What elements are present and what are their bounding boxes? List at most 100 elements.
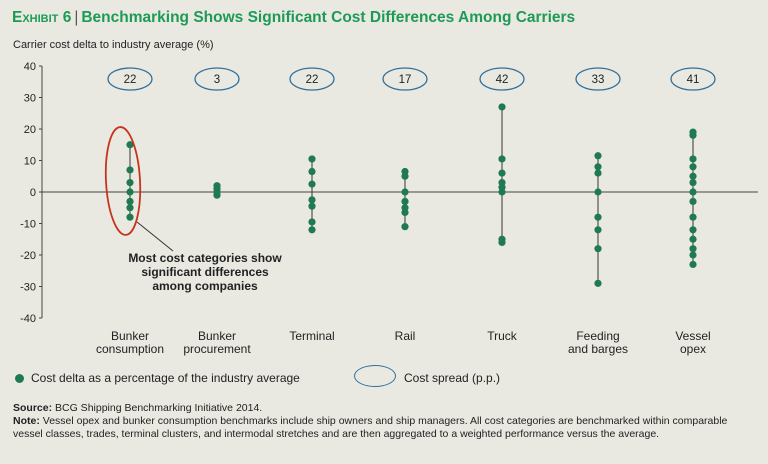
y-tick-label: 40 xyxy=(24,61,36,73)
x-tick-label: Vessel xyxy=(675,329,710,343)
y-axis-label: Carrier cost delta to industry average (… xyxy=(13,39,214,51)
source-line: Source: BCG Shipping Benchmarking Initia… xyxy=(13,402,758,415)
data-point xyxy=(498,188,506,196)
x-tick-label: opex xyxy=(680,342,706,356)
data-point xyxy=(498,169,506,177)
legend-dot-marker xyxy=(15,374,24,383)
chart-area: 40 30 20 10 0 -10 -20 -30 -40 22 3 22 17 42 33 41 Bunk… xyxy=(20,61,758,356)
series-group xyxy=(126,103,697,287)
y-tick-label: 30 xyxy=(24,93,36,105)
x-tick-label: consumption xyxy=(96,342,164,356)
data-point xyxy=(498,238,506,246)
x-tick-label: and barges xyxy=(568,342,628,356)
data-point xyxy=(308,167,316,176)
data-point xyxy=(689,197,697,206)
spread-value: 42 xyxy=(496,74,509,86)
data-point xyxy=(689,235,697,243)
x-tick-label: Rail xyxy=(395,329,416,343)
data-point xyxy=(689,131,697,139)
x-tick-label: Bunker xyxy=(111,329,149,343)
spread-ellipse xyxy=(575,67,621,91)
spread-value: 22 xyxy=(124,74,137,86)
data-point xyxy=(689,163,697,171)
data-point xyxy=(401,172,409,180)
data-point xyxy=(594,188,602,196)
data-point xyxy=(126,197,134,206)
x-tick-label: procurement xyxy=(183,342,251,356)
data-point xyxy=(594,279,602,287)
annotation-text: Most cost categories show xyxy=(128,251,282,265)
data-point xyxy=(126,166,134,174)
spread-value: 33 xyxy=(592,74,605,86)
spread-ellipses: 22 3 22 17 42 33 41 xyxy=(107,67,716,91)
data-point xyxy=(126,188,134,196)
data-point xyxy=(689,213,697,221)
data-point xyxy=(401,208,409,217)
data-point xyxy=(689,178,697,187)
data-point xyxy=(689,260,697,269)
data-point xyxy=(126,204,134,212)
source-label: Source: xyxy=(13,402,53,414)
legend-spread-label: Cost spread (p.p.) xyxy=(404,371,501,385)
grid-lines xyxy=(41,66,758,318)
data-point xyxy=(401,223,409,231)
y-tick-label: 0 xyxy=(30,187,36,199)
data-point xyxy=(308,218,316,226)
data-point xyxy=(594,226,602,234)
x-tick-label: Bunker xyxy=(198,329,236,343)
data-point xyxy=(308,226,316,234)
x-tick-label: Terminal xyxy=(289,329,334,343)
data-point xyxy=(213,191,221,199)
data-point xyxy=(498,155,506,163)
data-point xyxy=(689,226,697,234)
data-point xyxy=(689,245,697,253)
spread-value: 22 xyxy=(306,74,319,86)
exhibit-title: Exhibit 6 | Benchmarking Shows Significant… xyxy=(12,9,575,27)
y-tick-label: 10 xyxy=(24,156,36,168)
spread-ellipse xyxy=(479,67,525,91)
spread-ellipse xyxy=(107,67,153,91)
data-point xyxy=(689,172,697,180)
spread-ellipse xyxy=(382,67,428,91)
data-point xyxy=(594,163,602,171)
annotation-text: among companies xyxy=(152,279,258,293)
x-tick-labels: BunkerconsumptionBunkerprocurementTermin… xyxy=(96,329,711,356)
legend-ellipse-marker xyxy=(354,365,396,387)
note-line: Note: Vessel opex and bunker consumption… xyxy=(13,415,758,441)
title-text: Benchmarking Shows Significant Cost Diff… xyxy=(81,9,576,26)
spread-value: 17 xyxy=(399,74,412,86)
footer: Source: BCG Shipping Benchmarking Initia… xyxy=(13,402,758,441)
data-point xyxy=(126,213,134,221)
note-label: Note: xyxy=(13,415,40,427)
data-point xyxy=(594,169,602,177)
annotation-text: significant differences xyxy=(141,265,269,279)
title-separator: | xyxy=(74,9,79,26)
data-point xyxy=(689,251,697,259)
exhibit-number: Exhibit 6 xyxy=(12,9,72,26)
data-point xyxy=(401,197,409,206)
source-text: BCG Shipping Benchmarking Initiative 201… xyxy=(55,402,263,414)
y-tick-label: -10 xyxy=(20,219,36,231)
legend-dot-label: Cost delta as a percentage of the indust… xyxy=(31,371,300,385)
data-point xyxy=(126,178,134,187)
spread-value: 41 xyxy=(687,74,700,86)
data-point xyxy=(594,213,602,221)
y-tick-label: -40 xyxy=(20,313,36,325)
annotation-leader xyxy=(136,221,174,252)
data-point xyxy=(308,180,316,188)
note-text: Vessel opex and bunker consumption bench… xyxy=(13,415,728,440)
spread-ellipse xyxy=(289,67,335,91)
x-tick-label: Truck xyxy=(487,329,518,343)
y-tick-label: -20 xyxy=(20,250,36,262)
y-tick-label: 20 xyxy=(24,124,36,136)
data-point xyxy=(308,202,316,210)
y-tick-labels: 40 30 20 10 0 -10 -20 -30 -40 xyxy=(20,61,42,325)
data-point xyxy=(401,188,409,196)
data-point xyxy=(689,188,697,196)
y-tick-label: -30 xyxy=(20,282,36,294)
data-point xyxy=(498,103,506,111)
annotation-loop xyxy=(104,126,142,236)
data-point xyxy=(594,152,602,160)
data-point xyxy=(308,155,316,163)
